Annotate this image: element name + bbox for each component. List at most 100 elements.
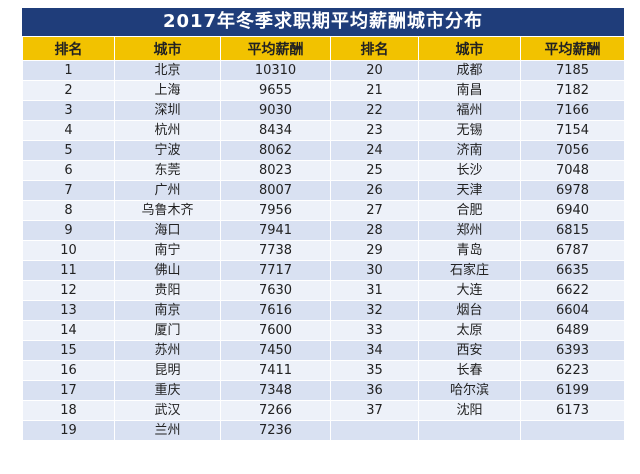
right-salary-cell: 6635 [520,260,625,281]
right-city-cell: 成都 [418,60,521,81]
table-row: 4 杭州 8434 23 无锡 7154 [22,120,625,141]
right-rank-cell [330,420,419,441]
left-city-cell: 广州 [114,180,221,201]
left-salary-cell: 7266 [220,400,331,421]
right-rank-cell: 33 [330,320,419,341]
right-salary-cell: 6815 [520,220,625,241]
table-body: 1 北京 10310 20 成都 7185 2 上海 9655 21 南昌 7182 3 深圳 9030 22… [22,60,625,441]
table-row: 3 深圳 9030 22 福州 7166 [22,100,625,121]
right-city-cell: 合肥 [418,200,521,221]
left-salary-cell: 10310 [220,60,331,81]
left-rank-cell: 4 [22,120,115,141]
header-row: 排名 城市 平均薪酬 排名 城市 平均薪酬 [22,36,625,61]
right-city-cell: 石家庄 [418,260,521,281]
right-rank-cell: 36 [330,380,419,401]
right-salary-cell: 7166 [520,100,625,121]
left-rank-cell: 2 [22,80,115,101]
left-rank-cell: 12 [22,280,115,301]
left-city-cell: 深圳 [114,100,221,121]
right-salary-cell: 6622 [520,280,625,301]
table-row: 11 佛山 7717 30 石家庄 6635 [22,260,625,281]
table-row: 13 南京 7616 32 烟台 6604 [22,300,625,321]
left-salary-cell: 7450 [220,340,331,361]
left-city-cell: 贵阳 [114,280,221,301]
table-row: 8 乌鲁木齐 7956 27 合肥 6940 [22,200,625,221]
right-salary-cell: 7182 [520,80,625,101]
table-row: 19 兰州 7236 [22,420,625,441]
left-city-cell: 佛山 [114,260,221,281]
right-city-cell: 南昌 [418,80,521,101]
left-salary-cell: 7717 [220,260,331,281]
right-city-cell: 青岛 [418,240,521,261]
table-row: 1 北京 10310 20 成都 7185 [22,60,625,81]
right-rank-cell: 37 [330,400,419,421]
right-rank-cell: 32 [330,300,419,321]
header-rank-right: 排名 [330,36,419,61]
right-city-cell: 无锡 [418,120,521,141]
right-rank-cell: 31 [330,280,419,301]
right-salary-cell: 6604 [520,300,625,321]
right-city-cell: 大连 [418,280,521,301]
left-rank-cell: 1 [22,60,115,81]
table-row: 17 重庆 7348 36 哈尔滨 6199 [22,380,625,401]
left-salary-cell: 7630 [220,280,331,301]
right-salary-cell: 6173 [520,400,625,421]
left-salary-cell: 9655 [220,80,331,101]
left-city-cell: 海口 [114,220,221,241]
right-rank-cell: 25 [330,160,419,181]
right-salary-cell: 6393 [520,340,625,361]
right-rank-cell: 28 [330,220,419,241]
left-rank-cell: 9 [22,220,115,241]
salary-table: 排名 城市 平均薪酬 排名 城市 平均薪酬 1 北京 10310 20 成都 7185 2 上… [22,36,625,441]
left-city-cell: 杭州 [114,120,221,141]
left-salary-cell: 7348 [220,380,331,401]
table-row: 6 东莞 8023 25 长沙 7048 [22,160,625,181]
left-rank-cell: 10 [22,240,115,261]
right-city-cell: 郑州 [418,220,521,241]
left-salary-cell: 7411 [220,360,331,381]
left-city-cell: 厦门 [114,320,221,341]
left-rank-cell: 14 [22,320,115,341]
left-city-cell: 武汉 [114,400,221,421]
right-salary-cell: 6199 [520,380,625,401]
table-title: 2017年冬季求职期平均薪酬城市分布 [22,8,624,36]
table-row: 7 广州 8007 26 天津 6978 [22,180,625,201]
right-salary-cell: 7056 [520,140,625,161]
right-rank-cell: 29 [330,240,419,261]
right-salary-cell: 7185 [520,60,625,81]
table-row: 5 宁波 8062 24 济南 7056 [22,140,625,161]
left-salary-cell: 7616 [220,300,331,321]
left-rank-cell: 7 [22,180,115,201]
right-city-cell: 西安 [418,340,521,361]
left-salary-cell: 7600 [220,320,331,341]
left-city-cell: 乌鲁木齐 [114,200,221,221]
left-city-cell: 南京 [114,300,221,321]
left-rank-cell: 16 [22,360,115,381]
right-salary-cell: 6489 [520,320,625,341]
table-row: 16 昆明 7411 35 长春 6223 [22,360,625,381]
right-rank-cell: 24 [330,140,419,161]
left-salary-cell: 8434 [220,120,331,141]
left-rank-cell: 5 [22,140,115,161]
header-rank-left: 排名 [22,36,115,61]
table-row: 12 贵阳 7630 31 大连 6622 [22,280,625,301]
right-city-cell: 太原 [418,320,521,341]
header-city-right: 城市 [418,36,521,61]
header-city-left: 城市 [114,36,221,61]
left-salary-cell: 7956 [220,200,331,221]
left-city-cell: 重庆 [114,380,221,401]
left-salary-cell: 7236 [220,420,331,441]
left-city-cell: 南宁 [114,240,221,261]
right-city-cell: 沈阳 [418,400,521,421]
right-rank-cell: 34 [330,340,419,361]
right-city-cell: 长春 [418,360,521,381]
left-city-cell: 北京 [114,60,221,81]
left-rank-cell: 6 [22,160,115,181]
table-row: 18 武汉 7266 37 沈阳 6173 [22,400,625,421]
left-salary-cell: 7941 [220,220,331,241]
right-rank-cell: 20 [330,60,419,81]
right-rank-cell: 23 [330,120,419,141]
left-city-cell: 宁波 [114,140,221,161]
table-row: 2 上海 9655 21 南昌 7182 [22,80,625,101]
left-rank-cell: 8 [22,200,115,221]
